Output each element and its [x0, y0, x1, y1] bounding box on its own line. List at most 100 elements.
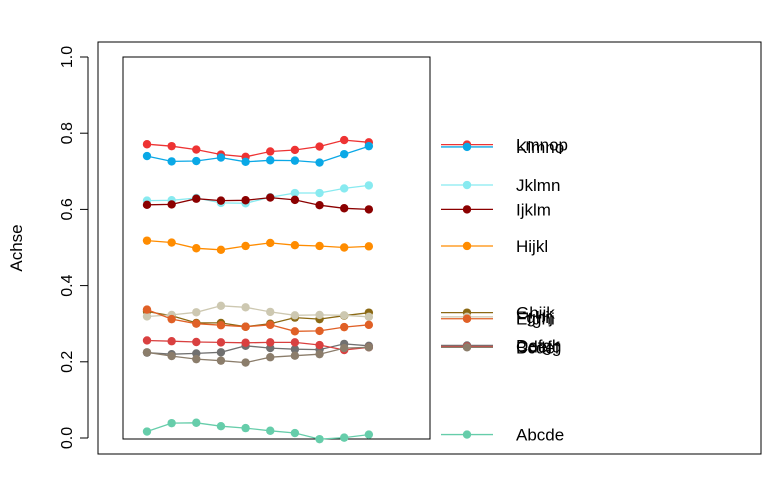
- legend-label: Lmnop: [516, 136, 568, 155]
- data-point: [340, 135, 349, 145]
- series-klmno: [142, 141, 374, 167]
- y-axis: 0.0 0.2 0.4 0.6 0.8 1.0: [59, 46, 89, 449]
- series-layer: [142, 135, 374, 444]
- y-tick-label: 0.4: [59, 274, 76, 296]
- data-point: [142, 200, 152, 210]
- legend-item-jklmn: Jklmn: [441, 176, 560, 195]
- series-hijkl: [142, 236, 374, 254]
- y-tick-label: 0.6: [59, 198, 76, 220]
- series-line: [146, 422, 369, 440]
- data-point: [192, 319, 201, 328]
- data-point: [216, 348, 226, 357]
- data-point: [266, 238, 275, 248]
- data-point: [364, 343, 374, 352]
- series-bcdef: [142, 343, 374, 367]
- data-point: [290, 241, 300, 250]
- legend-marker: [462, 430, 472, 439]
- data-point: [142, 427, 152, 436]
- data-point: [192, 244, 201, 253]
- data-point: [266, 338, 275, 347]
- data-point: [290, 145, 300, 155]
- data-point: [315, 158, 324, 167]
- data-point: [216, 245, 226, 254]
- legend-label: Abcde: [516, 426, 564, 445]
- data-point: [290, 188, 300, 198]
- data-point: [216, 338, 226, 347]
- legend-item-klmno: Klmno: [441, 138, 564, 157]
- legend-item-ijklm: Ijklm: [441, 200, 551, 219]
- data-point: [290, 156, 300, 165]
- legend-marker: [462, 205, 472, 214]
- data-point: [167, 200, 176, 209]
- data-point: [315, 310, 324, 320]
- data-point: [340, 204, 349, 213]
- data-point: [241, 322, 250, 331]
- data-point: [167, 418, 176, 428]
- data-point: [241, 196, 250, 205]
- data-point: [315, 434, 324, 444]
- data-point: [315, 349, 324, 359]
- legend-label: Cdefg: [516, 338, 561, 357]
- legend-item-hijkl: Hijkl: [441, 237, 548, 256]
- y-tick-label: 0.2: [59, 351, 76, 373]
- legend-label: Defgh: [516, 336, 561, 355]
- series-line: [146, 346, 369, 364]
- data-point: [167, 141, 176, 151]
- data-point: [241, 157, 250, 166]
- series-line: [146, 239, 369, 251]
- data-point: [216, 321, 226, 330]
- series-line: [146, 145, 370, 164]
- data-point: [142, 305, 152, 314]
- legend-label: Klmno: [516, 138, 564, 157]
- series-line: [146, 308, 369, 332]
- y-axis-title: Achse: [7, 224, 26, 271]
- legend-item-abcde: Abcde: [441, 426, 564, 445]
- data-point: [340, 149, 349, 159]
- data-point: [266, 320, 275, 330]
- data-point: [142, 312, 152, 321]
- data-point: [266, 307, 275, 317]
- y-tick-label: 0.8: [59, 122, 76, 144]
- series-abcde: [142, 418, 374, 444]
- legend-label: Ghijk: [516, 304, 555, 323]
- legend-label: Hijkl: [516, 237, 548, 256]
- data-point: [364, 430, 374, 439]
- data-point: [364, 320, 374, 330]
- data-point: [241, 423, 250, 433]
- legend-item-bcdef: Bcdef: [441, 338, 560, 357]
- data-point: [192, 418, 201, 427]
- series-line: [146, 339, 369, 351]
- y-tick-label: 0.0: [59, 427, 76, 449]
- data-point: [167, 238, 176, 247]
- legend-label: Jklmn: [516, 176, 560, 195]
- data-point: [142, 236, 152, 245]
- data-point: [192, 145, 201, 154]
- legend-label: Bcdef: [516, 338, 560, 357]
- data-point: [216, 301, 226, 310]
- data-point: [290, 195, 300, 205]
- data-point: [290, 345, 300, 354]
- data-point: [315, 340, 324, 350]
- data-point: [290, 428, 300, 438]
- data-point: [216, 356, 226, 365]
- data-point: [315, 326, 324, 336]
- data-point: [192, 156, 201, 166]
- legend-label: Efghi: [516, 310, 555, 329]
- data-point: [167, 314, 176, 324]
- series-efghi: [142, 305, 374, 336]
- legend-marker: [462, 314, 472, 323]
- data-point: [315, 201, 324, 210]
- data-point: [216, 153, 226, 162]
- data-point: [340, 184, 349, 193]
- legend-label: Fghij: [516, 308, 553, 327]
- data-point: [142, 140, 152, 149]
- data-point: [266, 193, 275, 202]
- data-point: [192, 308, 201, 317]
- data-point: [340, 243, 349, 252]
- data-point: [241, 303, 250, 312]
- series-line: [146, 343, 369, 355]
- data-point: [192, 194, 201, 203]
- data-point: [315, 142, 324, 151]
